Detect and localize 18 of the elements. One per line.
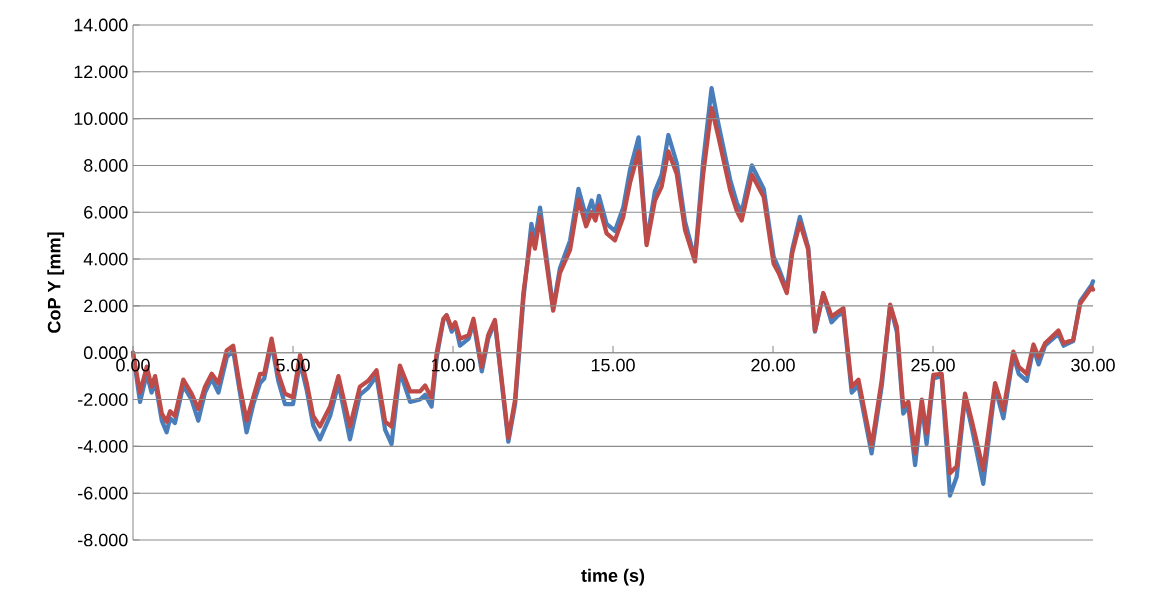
- x-tick-label: 20.00: [751, 358, 795, 372]
- y-axis-title: CoP Y [mm]: [47, 232, 65, 333]
- y-tick-label: -8.000: [78, 533, 128, 547]
- x-tick-label: 30.00: [1071, 358, 1115, 372]
- x-tick-label: 25.00: [911, 358, 955, 372]
- y-tick-label: 2.000: [84, 299, 128, 313]
- y-tick-label: -4.000: [78, 439, 128, 453]
- y-tick-label: 6.000: [84, 205, 128, 219]
- y-tick-label: 4.000: [83, 252, 128, 266]
- x-tick-label: 15.00: [591, 358, 635, 372]
- x-axis-title: time (s): [581, 568, 645, 586]
- y-tick-label: 10.000: [74, 112, 128, 125]
- y-tick-label: 14.000: [74, 18, 128, 32]
- y-tick-label: 0.000: [83, 346, 128, 360]
- y-tick-label: -6.000: [78, 486, 128, 500]
- y-tick-label: 12.000: [74, 65, 128, 79]
- y-tick-label: -2.000: [78, 393, 128, 406]
- y-tick-label: 8.000: [84, 159, 128, 172]
